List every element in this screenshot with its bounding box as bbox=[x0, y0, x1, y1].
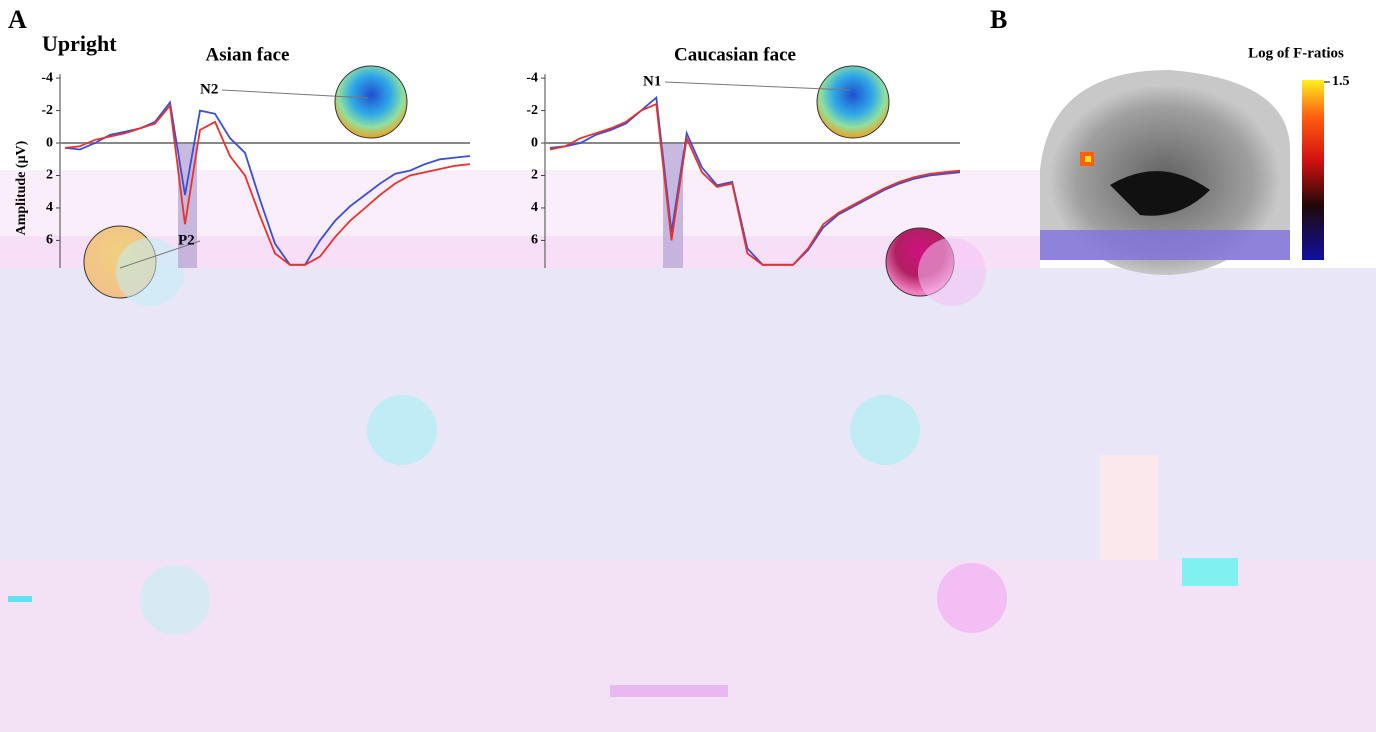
y-tick-label: 6 bbox=[46, 233, 53, 248]
annotation-leader bbox=[221, 89, 369, 99]
y-tick-label: 0 bbox=[531, 135, 538, 150]
y-tick-label: 2 bbox=[531, 168, 538, 183]
waveform bbox=[549, 95, 961, 266]
chart-title: Asian face bbox=[206, 44, 290, 65]
brain-image bbox=[1040, 70, 1290, 275]
wash-block bbox=[610, 685, 728, 697]
wash-block bbox=[8, 596, 32, 602]
colorbar bbox=[1302, 80, 1324, 260]
annotation: P2 bbox=[178, 232, 195, 248]
wash bbox=[0, 268, 1376, 560]
time-window bbox=[663, 143, 683, 268]
panel-label: A bbox=[8, 5, 27, 34]
y-tick-label: 2 bbox=[46, 168, 53, 183]
wash bbox=[0, 560, 1376, 732]
y-tick-label: -2 bbox=[526, 103, 538, 118]
y-tick-label: -4 bbox=[41, 70, 53, 85]
annotation-leader bbox=[119, 240, 201, 269]
annotation: N2 bbox=[200, 81, 218, 97]
panel-label: B bbox=[990, 5, 1007, 34]
y-tick-label: 0 bbox=[46, 135, 53, 150]
colorbar-max-label: 1.5 bbox=[1332, 74, 1350, 89]
wash-block bbox=[1182, 558, 1238, 586]
condition-label: Upright bbox=[42, 31, 117, 56]
topomap-ghost bbox=[116, 238, 1007, 635]
y-tick-label: 4 bbox=[46, 200, 53, 215]
colorbar-title: Log of F-ratios bbox=[1248, 45, 1344, 61]
y-tick-label: 4 bbox=[531, 200, 538, 215]
waveform bbox=[64, 103, 471, 266]
topomap bbox=[334, 65, 408, 139]
annotation: N1 bbox=[643, 73, 661, 89]
plot-area bbox=[549, 95, 961, 266]
y-tick-label: 6 bbox=[531, 233, 538, 248]
y-tick-label: -4 bbox=[526, 70, 538, 85]
topomap bbox=[816, 65, 890, 139]
y-axis-label: Amplitude (μV) bbox=[14, 140, 29, 235]
annotation-leader bbox=[664, 81, 851, 91]
waveform bbox=[549, 102, 961, 266]
wash-block bbox=[1100, 455, 1158, 560]
chart-title: Caucasian face bbox=[674, 44, 796, 65]
plot-area bbox=[64, 100, 471, 266]
y-tick-label: -2 bbox=[41, 103, 53, 118]
